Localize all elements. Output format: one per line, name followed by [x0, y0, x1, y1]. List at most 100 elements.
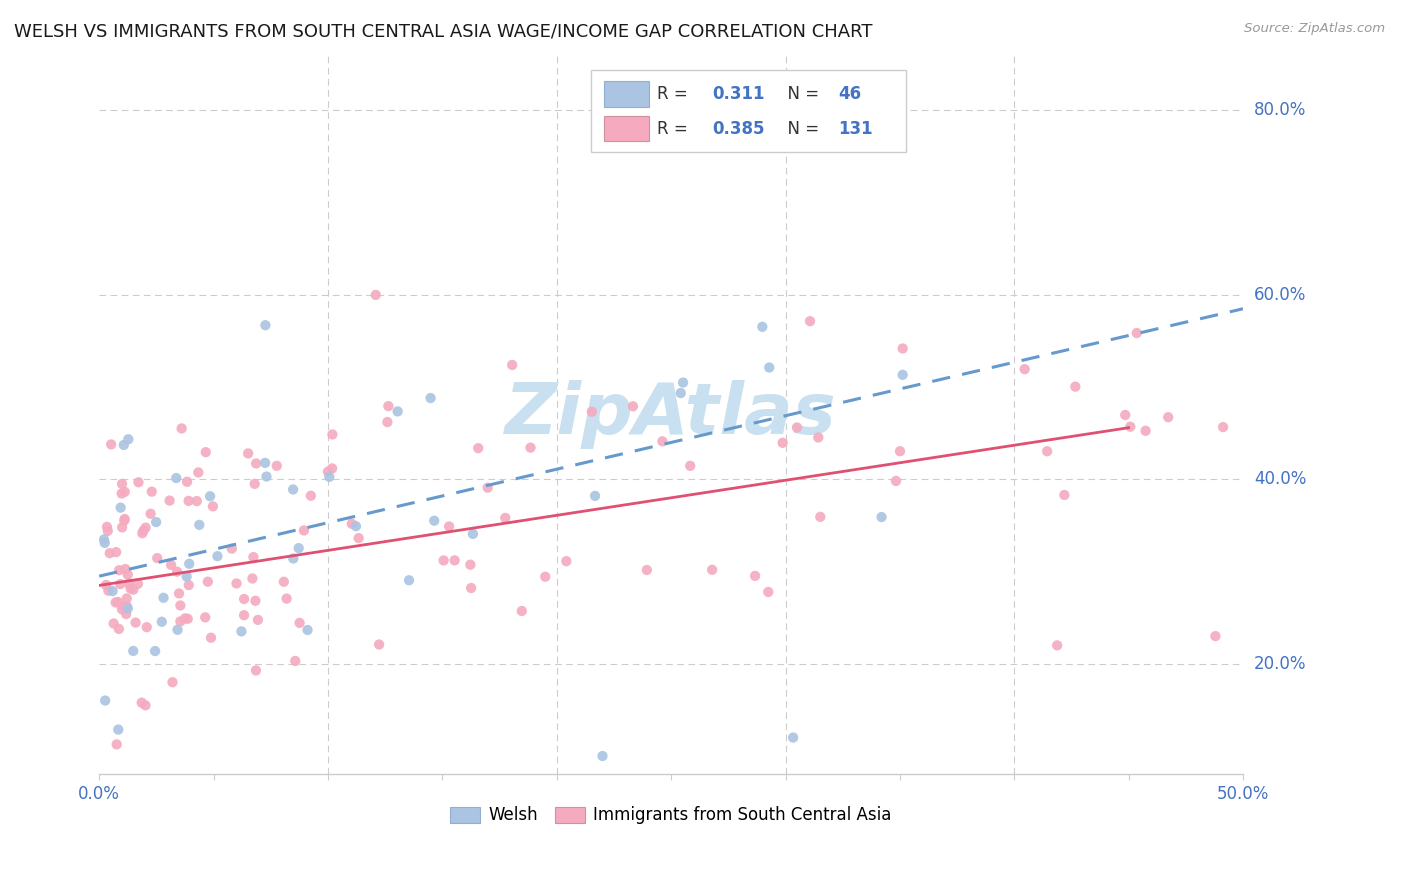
Point — [160, 558, 183, 572]
Point — [108, 563, 131, 577]
Point — [131, 526, 153, 541]
Point — [169, 615, 191, 629]
Point — [194, 610, 217, 624]
Point — [166, 623, 188, 637]
Point — [377, 415, 399, 429]
Point — [97, 524, 120, 538]
Text: 46: 46 — [838, 85, 862, 103]
Point — [555, 554, 578, 568]
Point — [107, 723, 129, 737]
Point — [297, 623, 319, 637]
Point — [124, 615, 146, 630]
Point — [111, 602, 134, 616]
Point — [273, 574, 295, 589]
Point — [93, 533, 115, 547]
Point — [146, 551, 169, 566]
Point — [245, 457, 267, 471]
Point — [108, 622, 131, 636]
Point — [101, 584, 124, 599]
Text: 40.0%: 40.0% — [1254, 470, 1306, 488]
Point — [254, 456, 277, 470]
Point — [141, 484, 163, 499]
Point — [135, 521, 157, 535]
Point — [276, 591, 298, 606]
Point — [176, 569, 198, 583]
Point — [94, 693, 117, 707]
Point — [437, 519, 460, 533]
Point — [111, 486, 134, 500]
Point — [245, 664, 267, 678]
Point — [201, 500, 224, 514]
Point — [194, 445, 217, 459]
Point — [284, 654, 307, 668]
Point — [233, 608, 256, 623]
Point — [238, 446, 260, 460]
Point — [110, 577, 132, 591]
Point — [782, 731, 804, 745]
Point — [756, 585, 779, 599]
Point — [177, 612, 200, 626]
Text: ZipAtlas: ZipAtlas — [505, 380, 837, 450]
Point — [501, 358, 523, 372]
Point — [150, 615, 173, 629]
Text: N =: N = — [778, 85, 825, 103]
Point — [344, 519, 367, 533]
Point — [127, 475, 149, 490]
Point — [103, 616, 125, 631]
Point — [283, 551, 305, 566]
Point — [744, 569, 766, 583]
Point — [98, 546, 121, 560]
Text: N =: N = — [778, 120, 825, 137]
Point — [221, 541, 243, 556]
Text: WELSH VS IMMIGRANTS FROM SOUTH CENTRAL ASIA WAGE/INCOME GAP CORRELATION CHART: WELSH VS IMMIGRANTS FROM SOUTH CENTRAL A… — [14, 22, 873, 40]
Point — [340, 516, 363, 531]
FancyBboxPatch shape — [603, 116, 650, 142]
Point — [231, 624, 253, 639]
Point — [287, 541, 309, 556]
Point — [105, 738, 128, 752]
Point — [299, 489, 322, 503]
Point — [169, 599, 191, 613]
Point — [167, 586, 190, 600]
Point — [347, 531, 370, 545]
Point — [891, 342, 914, 356]
Point — [112, 514, 135, 528]
Point — [245, 594, 267, 608]
Point — [131, 696, 153, 710]
Point — [368, 638, 391, 652]
Point — [318, 470, 340, 484]
Text: 0.311: 0.311 — [713, 85, 765, 103]
Point — [256, 469, 278, 483]
Point — [433, 553, 456, 567]
Point — [135, 620, 157, 634]
Point — [364, 288, 387, 302]
Point — [870, 510, 893, 524]
Point — [377, 399, 399, 413]
Point — [592, 749, 614, 764]
Point — [316, 465, 339, 479]
Point — [225, 576, 247, 591]
Point — [197, 574, 219, 589]
Point — [94, 578, 117, 592]
Point — [143, 644, 166, 658]
Point — [1212, 420, 1234, 434]
Point — [672, 376, 695, 390]
Point — [266, 458, 288, 473]
Point — [423, 514, 446, 528]
Point — [758, 360, 780, 375]
Point — [117, 567, 139, 582]
Point — [510, 604, 533, 618]
Point — [1114, 408, 1136, 422]
Text: 0.385: 0.385 — [713, 120, 765, 137]
Point — [321, 461, 343, 475]
Point — [105, 545, 128, 559]
Point — [460, 558, 482, 572]
Point — [111, 520, 134, 534]
Point — [120, 582, 142, 596]
Point — [581, 405, 603, 419]
Text: Source: ZipAtlas.com: Source: ZipAtlas.com — [1244, 22, 1385, 36]
Point — [891, 368, 914, 382]
Text: R =: R = — [658, 120, 693, 137]
Y-axis label: Wage/Income Gap: Wage/Income Gap — [0, 339, 8, 491]
Point — [112, 599, 135, 614]
